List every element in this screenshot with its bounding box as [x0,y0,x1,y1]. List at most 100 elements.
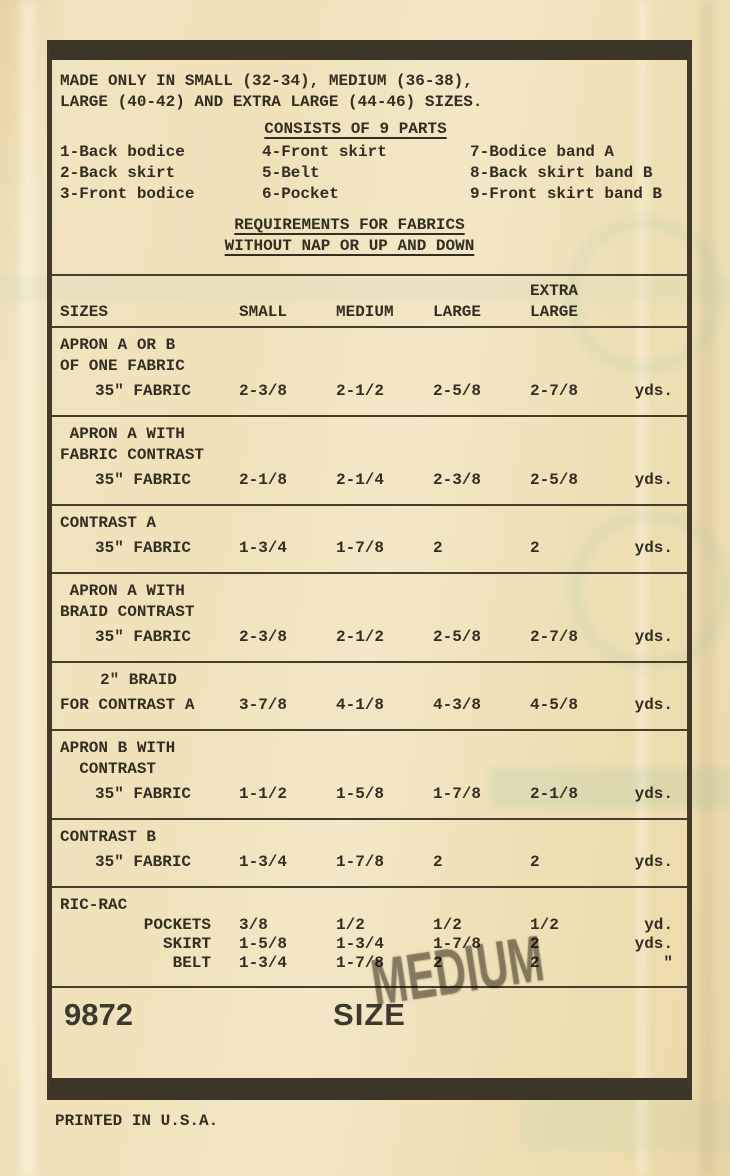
yardage-value: 2-1/2 [336,628,385,646]
yardage-value: 1-3/4 [239,539,288,557]
section-heading: CONTRAST [60,760,157,778]
column-header-medium: MEDIUM [336,303,394,321]
row-label: 35" FABRIC [95,628,192,646]
requirements-heading-line1: REQUIREMENTS FOR FABRICS [234,216,465,234]
yardage-value: 1-7/8 [433,785,482,803]
yardage-value: 3-7/8 [239,696,288,714]
table-row: 35" FABRIC 2-3/8 2-1/2 2-5/8 2-7/8 yds. [52,381,687,402]
section-heading: APRON B WITH [60,739,176,757]
table-row: POCKETS 3/8 1/2 1/2 1/2 yd. [52,916,687,935]
table-row: 35" FABRIC 1-3/4 1-7/8 2 2 yds. [52,852,687,873]
yardage-value: 2-3/8 [433,471,482,489]
yardage-value: 2 [530,853,540,871]
column-header-large: LARGE [433,303,482,321]
part-item: 9-Front skirt band B [470,185,663,203]
part-item: 4-Front skirt [262,143,387,161]
table-header-row: SIZES SMALL MEDIUM LARGE EXTRA LARGE [52,274,687,328]
yardage-value: 1/2 [433,916,462,934]
row-label: SKIRT [162,935,211,953]
part-item: 1-Back bodice [60,143,185,161]
table-row: 35" FABRIC 2-1/8 2-1/4 2-3/8 2-5/8 yds. [52,470,687,491]
part-item: 3-Front bodice [60,185,195,203]
unit-label: yds. [634,628,673,646]
row-label: 35" FABRIC [95,539,192,557]
yardage-value: 2-5/8 [433,628,482,646]
unit-label: " [663,954,673,972]
size-availability-note: MADE ONLY IN SMALL (32-34), MEDIUM (36-3… [52,60,687,113]
unit-label: yd. [644,916,673,934]
row-label: 35" FABRIC [95,853,192,871]
yardage-value: 1-3/4 [336,935,385,953]
yardage-value: 1-7/8 [336,954,385,972]
yardage-value: 2-5/8 [433,382,482,400]
section-heading: APRON A OR B [60,336,176,354]
size-note-line1: MADE ONLY IN SMALL (32-34), MEDIUM (36-3… [60,72,473,90]
paper-edge-shadow [700,0,714,1176]
parts-list: 1-Back bodice 4-Front skirt 7-Bodice band … [52,140,687,205]
requirements-heading: REQUIREMENTS FOR FABRICS WITHOUT NAP OR … [225,215,475,257]
yardage-value: 2 [433,539,443,557]
unit-label: yds. [634,935,673,953]
column-header-small: SMALL [239,303,288,321]
card-footer: 9872 SIZE [52,988,687,1056]
row-label: 35" FABRIC [95,785,192,803]
table-row: 35" FABRIC 1-1/2 1-5/8 1-7/8 2-1/8 yds. [52,784,687,805]
table-row: SKIRT 1-5/8 1-3/4 1-7/8 2 yds. [52,935,687,954]
part-item: 8-Back skirt band B [470,164,653,182]
table-section: APRON A WITH BRAID CONTRAST 35" FABRIC 2-3/… [52,574,687,663]
row-label: 35" FABRIC [95,382,192,400]
table-row: FOR CONTRAST A 3-7/8 4-1/8 4-3/8 4-5/8 yds. [52,695,687,716]
yardage-value: 2 [433,954,443,972]
unit-label: yds. [634,471,673,489]
yardage-value: 2-7/8 [530,628,579,646]
paper-crease-left [20,0,36,1176]
parts-list-heading: CONSISTS OF 9 PARTS [264,120,447,138]
yardage-value: 2-7/8 [530,382,579,400]
table-section: APRON A OR B OF ONE FABRIC 35" FABRIC 2-3/8… [52,328,687,417]
part-item: 5-Belt [262,164,320,182]
section-heading: RIC-RAC [60,896,128,914]
size-label: SIZE [333,997,406,1032]
table-section: CONTRAST B 35" FABRIC 1-3/4 1-7/8 2 2 yds. [52,820,687,888]
yardage-value: 2 [433,853,443,871]
yardage-value: 2-1/8 [239,471,288,489]
yardage-value: 1/2 [336,916,365,934]
yardage-value: 1-3/4 [239,853,288,871]
part-item: 2-Back skirt [60,164,176,182]
part-item: 7-Bodice band A [470,143,615,161]
yardage-value: 3/8 [239,916,268,934]
section-heading: FABRIC CONTRAST [60,446,205,464]
section-heading: 2" BRAID [100,671,177,689]
yardage-value: 1-5/8 [239,935,288,953]
row-label: BELT [172,954,211,972]
section-heading: OF ONE FABRIC [60,357,185,375]
section-heading: APRON A WITH [60,582,185,600]
yardage-value: 4-5/8 [530,696,579,714]
section-heading: CONTRAST B [60,828,157,846]
unit-label: yds. [634,382,673,400]
table-section: 2" BRAID FOR CONTRAST A 3-7/8 4-1/8 4-3/8 4-5… [52,663,687,731]
table-row: 35" FABRIC 2-3/8 2-1/2 2-5/8 2-7/8 yds. [52,627,687,648]
unit-label: yds. [634,696,673,714]
part-item: 6-Pocket [262,185,339,203]
fabric-requirements-table: SIZES SMALL MEDIUM LARGE EXTRA LARGE APRON A … [52,274,687,988]
yardage-value: 1/2 [530,916,559,934]
row-label: FOR CONTRAST A [60,696,195,714]
requirements-heading-line2: WITHOUT NAP OR UP AND DOWN [224,237,475,255]
size-note-line2: LARGE (40-42) AND EXTRA LARGE (44-46) SI… [60,93,483,111]
yardage-value: 1-3/4 [239,954,288,972]
yardage-value: 1-7/8 [336,853,385,871]
unit-label: yds. [634,539,673,557]
yardage-value: 2-3/8 [239,382,288,400]
column-header-sizes: SIZES [60,303,109,321]
table-section: CONTRAST A 35" FABRIC 1-3/4 1-7/8 2 2 yds. [52,506,687,574]
section-heading: CONTRAST A [60,514,157,532]
section-heading: BRAID CONTRAST [60,603,195,621]
yardage-value: 2 [530,954,540,972]
table-section: APRON A WITH FABRIC CONTRAST 35" FABRIC 2-1… [52,417,687,506]
instruction-card: MADE ONLY IN SMALL (32-34), MEDIUM (36-3… [47,40,692,1100]
yardage-value: 1-5/8 [336,785,385,803]
row-label: 35" FABRIC [95,471,192,489]
yardage-value: 4-3/8 [433,696,482,714]
table-row: BELT 1-3/4 1-7/8 2 2 " [52,954,687,973]
